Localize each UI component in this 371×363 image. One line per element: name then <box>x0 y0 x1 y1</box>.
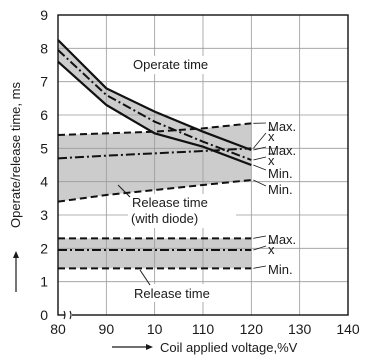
label-min-diode: Min. <box>268 182 293 197</box>
label-leader <box>253 235 267 239</box>
series-line-g0-max <box>57 39 252 152</box>
y-tick-label: 5 <box>40 140 48 156</box>
y-tick-label: 9 <box>40 7 48 23</box>
y-tick-label: 2 <box>40 240 48 256</box>
label-leader <box>253 164 267 171</box>
label-leader <box>253 132 267 149</box>
label-leader <box>253 179 267 187</box>
x-axis-label: Coil applied voltage,%V <box>160 340 298 355</box>
y-tick-label: 1 <box>40 274 48 290</box>
annotation-release-bg <box>132 284 236 302</box>
label-mean-operate: x <box>268 153 275 168</box>
y-tick-label: 4 <box>40 174 48 190</box>
axis-break-mark <box>69 310 72 320</box>
plot-frame <box>57 14 349 316</box>
annotation-release-diode-line1: Release time <box>132 195 208 210</box>
label-mean-diode: x <box>268 129 275 144</box>
label-min-operate: Min. <box>268 166 293 181</box>
y-axis-arrow <box>13 251 19 292</box>
annotation-release-diode-bg <box>128 194 236 228</box>
y-tick-label: 0 <box>40 307 48 323</box>
y-tick-label: 3 <box>40 207 48 223</box>
series-line-g1-x <box>57 147 252 160</box>
x-tick-label: 110 <box>192 321 215 337</box>
annotation-operate-bg <box>124 56 228 74</box>
axes <box>57 14 349 320</box>
x-tick-label: 140 <box>336 321 360 337</box>
series-line-g0-min <box>57 60 252 167</box>
axis-break-mark <box>63 310 66 320</box>
label-leader <box>253 146 267 151</box>
annotation-operate: Operate time <box>133 57 208 72</box>
series-line-g0-x <box>57 49 252 161</box>
y-axis-label: Operate/release time, ms <box>8 82 23 228</box>
annotation-release: Release time <box>134 286 210 301</box>
axis-break-gap <box>65 311 72 319</box>
label-min-release: Min. <box>268 262 293 277</box>
label-leader <box>253 265 267 269</box>
x-tick-label: 80 <box>50 321 66 337</box>
x-tick-label: 10 <box>147 321 163 337</box>
annotation-release-diode-line2: (with diode) <box>131 211 198 226</box>
x-axis-arrow <box>112 344 153 350</box>
label-mean-release: x <box>268 242 275 257</box>
leader-release-diode <box>117 184 131 198</box>
label-leader <box>253 156 267 161</box>
x-tick-label: 130 <box>288 321 312 337</box>
y-tick-label: 7 <box>40 74 48 90</box>
y-tick-label: 6 <box>40 107 48 123</box>
x-tick-label: 90 <box>99 321 115 337</box>
x-tick-label: 120 <box>240 321 264 337</box>
series <box>57 39 252 270</box>
label-leader <box>253 245 267 251</box>
y-tick-label: 8 <box>40 40 48 56</box>
leader-release <box>139 269 151 286</box>
